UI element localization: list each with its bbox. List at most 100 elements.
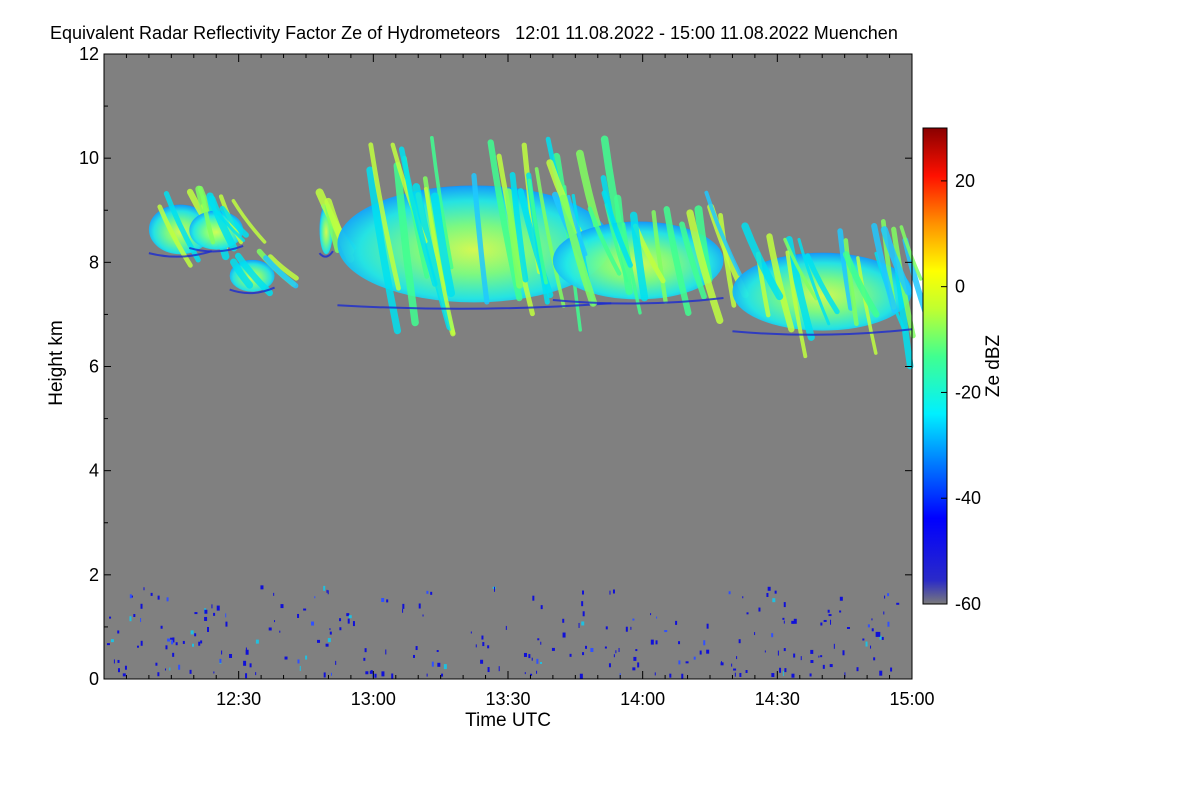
echo-speck [204, 616, 208, 621]
echo-speck [842, 650, 845, 656]
y-tick-label: 0 [89, 669, 99, 689]
echo-speck [884, 595, 886, 599]
echo-speck [412, 654, 415, 658]
echo-speck [167, 638, 171, 642]
echo-speck [335, 660, 337, 665]
echo-speck [685, 661, 689, 664]
echo-speck [352, 621, 355, 627]
fall-streak [471, 173, 490, 305]
echo-speck [370, 670, 373, 674]
echo-speck [426, 590, 429, 594]
fall-streak [534, 167, 566, 308]
echo-speck [530, 673, 533, 676]
echo-speck [339, 627, 342, 631]
echo-speck [784, 668, 787, 673]
echo-speck [204, 609, 208, 614]
cloud-base-edge [318, 250, 334, 258]
echo-speck [791, 620, 795, 624]
echo-speck [613, 654, 615, 658]
echo-speck [172, 637, 175, 643]
echo-speck [865, 641, 868, 647]
echo-speck [879, 635, 882, 640]
echo-speck [317, 639, 321, 643]
echo-speck [818, 655, 820, 658]
echo-speck [140, 618, 142, 623]
cloud-layer [189, 194, 267, 253]
echo-speck [856, 667, 859, 672]
echo-speck [783, 602, 786, 608]
cloud-base-edge [148, 250, 213, 258]
echo-speck [875, 631, 878, 637]
echo-speck [604, 646, 607, 649]
echo-speck [437, 662, 441, 667]
echo-speck [822, 664, 825, 669]
echo-speck [391, 673, 394, 679]
echo-speck [155, 662, 158, 666]
y-tick-label: 4 [89, 461, 99, 481]
echo-speck [791, 673, 795, 678]
echo-speck [771, 633, 774, 638]
echo-speck [122, 673, 126, 677]
echo-speck [739, 672, 742, 677]
echo-speck [157, 595, 160, 600]
echo-speck [273, 592, 275, 596]
echo-speck [172, 652, 175, 657]
echo-speck [117, 630, 120, 634]
echo-speck [117, 668, 120, 673]
y-tick-label: 6 [89, 357, 99, 377]
echo-speck [873, 657, 876, 661]
fall-streak [566, 194, 588, 257]
echo-speck [782, 617, 785, 620]
cloud-layer [732, 219, 929, 370]
echo-speck [426, 673, 428, 677]
echo-speck [881, 636, 884, 640]
echo-speck [745, 669, 748, 673]
echo-speck [124, 665, 127, 670]
echo-speck [330, 672, 332, 676]
echo-speck [314, 596, 316, 599]
echo-speck [537, 638, 540, 641]
echo-speck [551, 647, 555, 651]
echo-speck [339, 618, 342, 622]
echo-speck [211, 604, 213, 609]
echo-speck [402, 608, 404, 613]
echo-speck [143, 587, 145, 591]
fall-streak [393, 161, 419, 327]
echo-speck [430, 591, 433, 595]
echo-speck [348, 615, 352, 619]
fall-streak [679, 221, 707, 300]
fall-streak [856, 256, 878, 355]
cloud-base-edge [552, 297, 724, 305]
echo-speck [678, 660, 681, 665]
echo-speck [213, 671, 215, 674]
echo-speck [175, 642, 178, 646]
colorbar-tick-label: -20 [955, 382, 981, 402]
echo-speck [669, 673, 672, 678]
x-tick-label: 14:00 [620, 689, 665, 709]
echo-speck [678, 641, 681, 645]
echo-speck [654, 672, 656, 676]
echo-speck [481, 635, 484, 640]
echo-speck [329, 631, 332, 635]
cloud-base-edge [732, 328, 913, 336]
x-axis: 12:30 13:00 13:30 14:00 14:30 15:00 [125, 54, 935, 709]
echo-speck [346, 613, 350, 617]
echo-speck [364, 648, 367, 653]
x-tick-label: 14:30 [755, 689, 800, 709]
echo-speck [470, 631, 472, 634]
echo-speck [255, 639, 259, 644]
y-tick-label: 10 [79, 148, 99, 168]
echo-speck [783, 620, 785, 624]
fall-streak [208, 195, 238, 252]
echo-speck [581, 601, 584, 607]
colorbar-ticks: -60 -40 -20 0 20 [941, 171, 981, 614]
fall-streak [505, 188, 524, 289]
echo-speck [772, 598, 776, 603]
echo-speck [109, 616, 112, 619]
echo-speck [706, 649, 710, 654]
fall-streak [368, 142, 401, 291]
fall-streak [842, 251, 880, 318]
echo-speck [675, 620, 678, 625]
echo-speck [487, 667, 490, 673]
echo-speck [117, 659, 120, 663]
